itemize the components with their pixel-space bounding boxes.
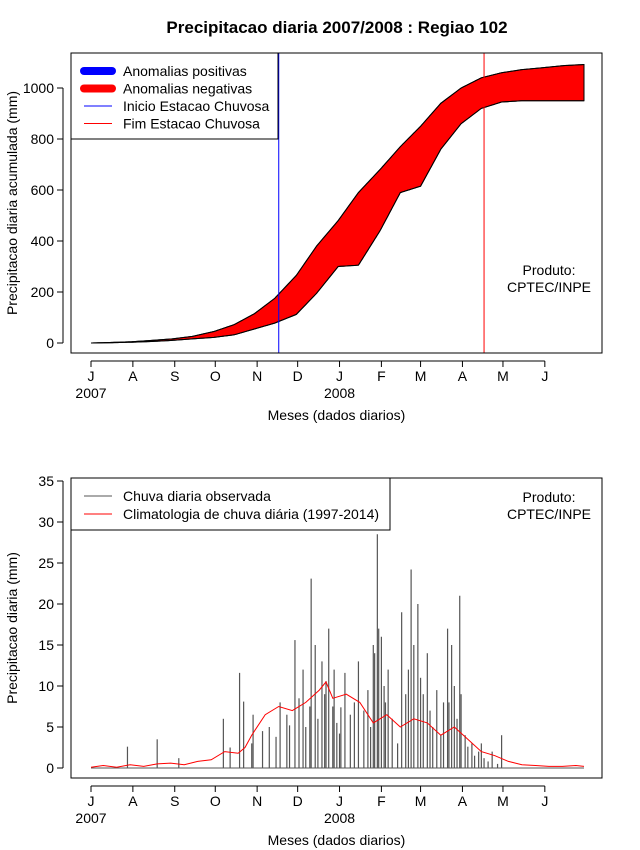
top-x-tick-label: A (458, 368, 468, 384)
bottom-x-tick-label: M (497, 793, 509, 809)
top-plot-frame (70, 52, 603, 354)
bottom-legend-label: Chuva diaria observada (123, 488, 271, 504)
top-x-tick-label: S (170, 368, 179, 384)
bottom-x-tick-label: A (128, 793, 138, 809)
top-legend-label: Anomalias positivas (123, 63, 247, 79)
bottom-y-tick-label: 10 (38, 678, 54, 694)
top-y-tick-label: 800 (31, 131, 55, 147)
top-legend: Anomalias positivas Anomalias negativasIn… (70, 52, 279, 140)
bottom-x-tick-label: D (293, 793, 303, 809)
top-x-tick-label: J (541, 368, 548, 384)
bottom-y-tick-label: 25 (38, 555, 54, 571)
top-year-label: 2007 (75, 385, 106, 401)
top-y-tick-label: 200 (31, 284, 55, 300)
bottom-year-label: 2007 (75, 810, 106, 826)
bottom-x-tick-label: M (415, 793, 427, 809)
bottom-y-tick-label: 15 (38, 637, 54, 653)
climatology-daily-line (90, 680, 585, 768)
top-x-tick-label: M (415, 368, 427, 384)
bottom-annotation-line-2: CPTEC/INPE (507, 506, 591, 522)
bottom-x-tick-label: F (377, 793, 386, 809)
bottom-legend-box (70, 477, 391, 531)
top-y-tick-label: 400 (31, 233, 55, 249)
bottom-legend-label: Climatologia de chuva diária (1997-2014) (123, 506, 379, 522)
bottom-x-tick-label: S (170, 793, 179, 809)
bottom-x-tick-label: J (88, 793, 95, 809)
top-x-tick-label: O (210, 368, 221, 384)
bottom-x-tick-label: J (541, 793, 548, 809)
top-x-tick-label: N (252, 368, 262, 384)
observed-cumulative-line (90, 100, 584, 344)
chart-title: Precipitacao diaria 2007/2008 : Regiao 1… (166, 18, 507, 37)
top-legend-label: Anomalias negativas (123, 81, 252, 97)
bottom-legend: Chuva diaria observada Climatologia de ch… (70, 477, 391, 531)
top-x-tick-label: M (497, 368, 509, 384)
top-x-tick-label: D (293, 368, 303, 384)
bottom-y-tick-label: 35 (38, 473, 54, 489)
top-x-tick-label: F (377, 368, 386, 384)
top-annotation-line-2: CPTEC/INPE (507, 279, 591, 295)
bottom-year-label: 2008 (324, 810, 355, 826)
top-legend-label: Inicio Estacao Chuvosa (123, 98, 270, 114)
top-y-tick-label: 0 (46, 335, 54, 351)
top-y-axis-title: Precipitacao diaria acumulada (mm) (4, 91, 20, 315)
top-year-label: 2008 (324, 385, 355, 401)
top-x-tick-label: A (128, 368, 138, 384)
bottom-annotation-line-1: Produto: (523, 489, 576, 505)
climatology-cumulative-line (90, 64, 585, 344)
top-x-tick-label: J (336, 368, 343, 384)
bottom-x-tick-label: J (336, 793, 343, 809)
bottom-x-axis-title: Meses (dados diarios) (268, 832, 406, 848)
top-annotation-line-1: Produto: (523, 262, 576, 278)
top-x-tick-label: J (88, 368, 95, 384)
bottom-x-tick-label: O (210, 793, 221, 809)
bottom-x-tick-label: A (458, 793, 468, 809)
top-y-tick-label: 600 (31, 182, 55, 198)
bottom-y-tick-label: 5 (46, 719, 54, 735)
bottom-y-axis-title: Precipitacao diaria (mm) (4, 552, 20, 704)
bottom-y-tick-label: 30 (38, 514, 54, 530)
bottom-y-tick-label: 0 (46, 760, 54, 776)
top-legend-label: Fim Estacao Chuvosa (123, 116, 260, 132)
top-y-tick-label: 1000 (23, 80, 54, 96)
bottom-y-tick-label: 20 (38, 596, 54, 612)
top-x-axis-title: Meses (dados diarios) (268, 407, 406, 423)
bottom-x-tick-label: N (252, 793, 262, 809)
